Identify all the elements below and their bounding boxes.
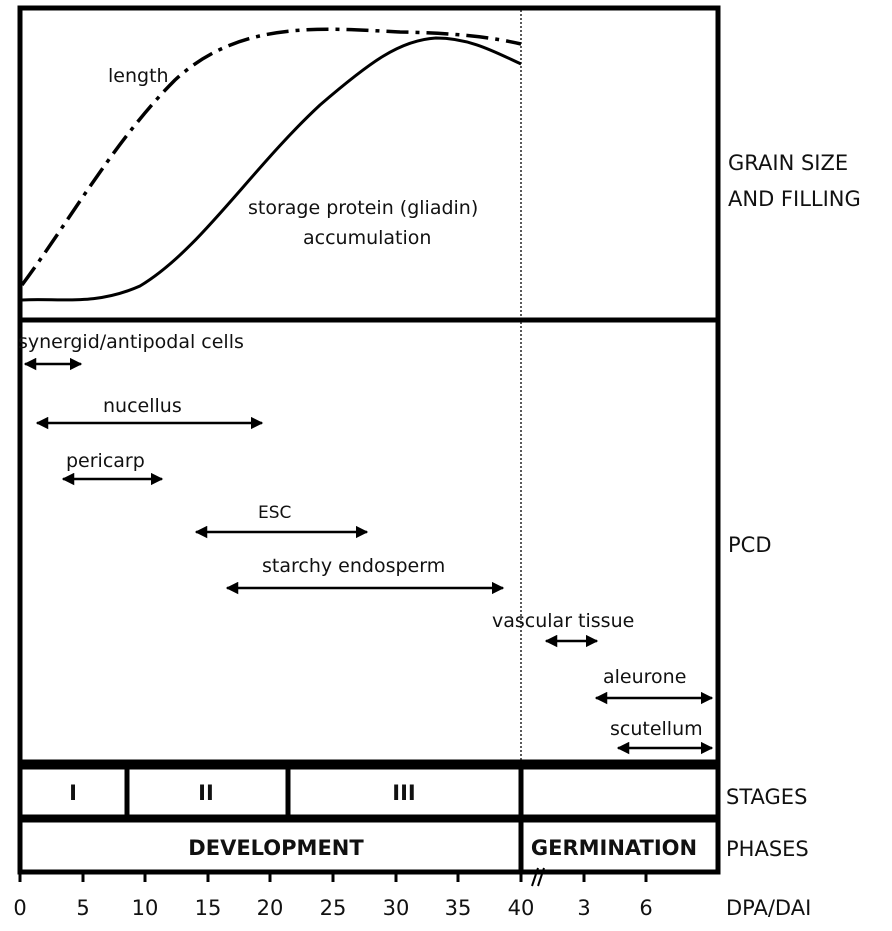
storage-protein-label-line2: accumulation xyxy=(303,227,431,249)
pcd-label-scutellum: scutellum xyxy=(610,718,703,740)
stage-label-iii: III xyxy=(392,781,415,805)
tick-label-5: 5 xyxy=(76,896,89,920)
grain-size-label-line2: AND FILLING xyxy=(728,187,861,211)
pcd-label-pericarp: pericarp xyxy=(66,450,145,472)
stages-section-label: STAGES xyxy=(726,785,807,809)
x-axis xyxy=(18,872,648,882)
pcd-events: synergid/antipodal cells nucellus perica… xyxy=(18,331,714,755)
stage-label-ii: II xyxy=(198,781,214,805)
phases-section-label: PHASES xyxy=(726,837,809,861)
pcd-label-synergid: synergid/antipodal cells xyxy=(18,331,244,353)
pcd-section-label: PCD xyxy=(728,533,772,557)
phase-label-germination: GERMINATION xyxy=(531,836,697,860)
tick-label-3-dai: 3 xyxy=(577,896,590,920)
tick-label-40: 40 xyxy=(508,896,535,920)
stage-label-i: I xyxy=(69,781,77,805)
phase-label-development: DEVELOPMENT xyxy=(188,836,364,860)
pcd-label-nucellus: nucellus xyxy=(103,395,182,417)
tick-label-20: 20 xyxy=(257,896,284,920)
phases-row xyxy=(17,817,721,875)
tick-label-15: 15 xyxy=(195,896,222,920)
tick-label-35: 35 xyxy=(445,896,472,920)
length-curve xyxy=(20,27,522,287)
pcd-label-aleurone: aleurone xyxy=(603,666,686,688)
pcd-label-vascular-tissue: vascular tissue xyxy=(492,610,634,632)
pcd-label-esc: ESC xyxy=(258,503,291,523)
storage-protein-curve xyxy=(21,36,522,302)
tick-label-10: 10 xyxy=(132,896,159,920)
grain-filling-panel xyxy=(17,5,721,323)
pcd-label-starchy-endosperm: starchy endosperm xyxy=(262,555,445,577)
tick-label-0: 0 xyxy=(13,896,26,920)
axis-break-marks xyxy=(531,867,545,887)
storage-protein-label-line1: storage protein (gliadin) xyxy=(248,197,478,219)
stages-row xyxy=(17,764,721,820)
axis-unit-label: DPA/DAI xyxy=(726,896,811,920)
grain-size-label-line1: GRAIN SIZE xyxy=(728,151,848,175)
tick-label-25: 25 xyxy=(320,896,347,920)
tick-label-6-dai: 6 xyxy=(639,896,652,920)
pcd-panel xyxy=(17,317,721,765)
tick-label-30: 30 xyxy=(383,896,410,920)
length-curve-label: length xyxy=(108,65,169,87)
